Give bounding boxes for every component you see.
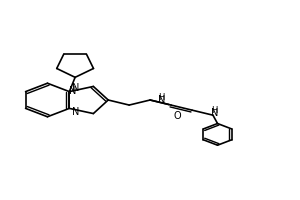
Text: O: O — [173, 111, 181, 121]
Text: N: N — [211, 108, 218, 118]
Text: H: H — [158, 93, 165, 102]
Text: H: H — [211, 106, 218, 115]
Text: N: N — [72, 107, 80, 117]
Text: N: N — [69, 86, 76, 96]
Text: N: N — [158, 95, 165, 105]
Text: N: N — [72, 83, 80, 93]
